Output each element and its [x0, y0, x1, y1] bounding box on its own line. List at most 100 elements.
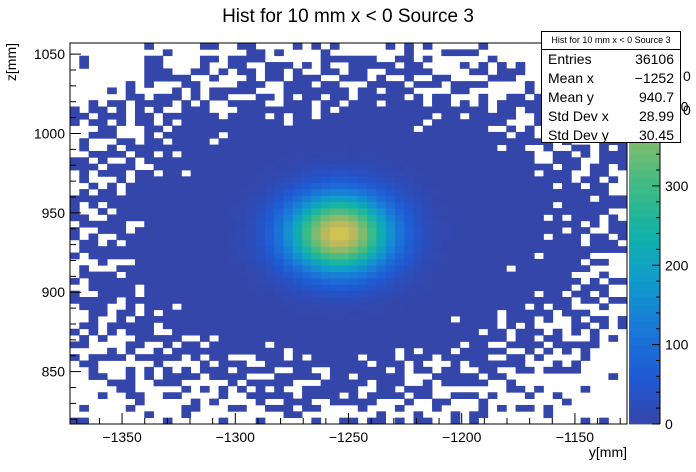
- heatmap-cell: [246, 309, 257, 317]
- heatmap-cell: [339, 398, 349, 406]
- heatmap-cell: [376, 341, 387, 349]
- heatmap-cell: [274, 309, 284, 317]
- heatmap-cell: [441, 379, 452, 387]
- heatmap-cell: [107, 100, 117, 107]
- heatmap-cell: [218, 87, 229, 95]
- heatmap-cell: [283, 157, 294, 165]
- heatmap-cell: [441, 316, 452, 323]
- heatmap-cell: [199, 150, 210, 158]
- heatmap-cell: [534, 182, 544, 190]
- heatmap-cell: [311, 328, 322, 336]
- x-axis-label: y[mm]: [589, 444, 627, 460]
- stats-row-mean-y: Mean y 940.7: [542, 88, 680, 107]
- heatmap-cell: [283, 81, 294, 88]
- heatmap-cell: [441, 398, 452, 406]
- heatmap-cell: [329, 125, 340, 133]
- heatmap-cell: [376, 328, 387, 336]
- heatmap-cell: [478, 290, 489, 298]
- heatmap-cell: [376, 411, 387, 419]
- heatmap-cell: [617, 220, 628, 228]
- heatmap-cell: [432, 316, 442, 323]
- heatmap-cell: [404, 170, 414, 177]
- heatmap-cell: [413, 392, 424, 399]
- heatmap-cell: [172, 138, 182, 145]
- heatmap-cell: [348, 220, 359, 228]
- heatmap-cell: [209, 341, 219, 349]
- heatmap-cell: [227, 150, 238, 158]
- heatmap-cell: [506, 271, 516, 279]
- heatmap-cell: [255, 144, 266, 152]
- heatmap-cell: [432, 277, 442, 285]
- heatmap-cell: [88, 106, 99, 114]
- heatmap-cell: [339, 284, 349, 292]
- heatmap-cell: [311, 170, 322, 177]
- heatmap-cell: [580, 195, 591, 203]
- heatmap-cell: [515, 214, 526, 222]
- heatmap-cell: [459, 87, 470, 95]
- heatmap-cell: [524, 163, 535, 171]
- heatmap-cell: [487, 119, 498, 126]
- heatmap-cell: [469, 68, 479, 76]
- heatmap-cell: [385, 392, 396, 399]
- heatmap-cell: [367, 62, 377, 69]
- heatmap-cell: [376, 258, 387, 266]
- heatmap-cell: [367, 195, 377, 203]
- y-tick-label: 950: [42, 205, 66, 221]
- heatmap-cell: [199, 246, 210, 253]
- heatmap-cell: [404, 144, 414, 152]
- heatmap-cell: [487, 284, 498, 292]
- heatmap-cell: [348, 62, 359, 69]
- heatmap-cell: [599, 150, 609, 158]
- heatmap-cell: [302, 328, 312, 336]
- heatmap-cell: [125, 366, 136, 374]
- heatmap-cell: [432, 163, 442, 171]
- heatmap-cell: [571, 239, 581, 247]
- heatmap-cell: [246, 157, 257, 165]
- heatmap-cell: [107, 220, 117, 228]
- heatmap-cell: [339, 214, 349, 222]
- heatmap-cell: [329, 138, 340, 145]
- heatmap-cell: [227, 347, 238, 355]
- heatmap-cell: [357, 170, 368, 177]
- heatmap-cell: [144, 277, 154, 285]
- heatmap-cell: [589, 277, 600, 285]
- heatmap-cell: [283, 297, 294, 304]
- heatmap-cell: [376, 131, 387, 139]
- heatmap-cell: [181, 195, 192, 203]
- heatmap-cell: [376, 239, 387, 247]
- heatmap-cell: [394, 252, 405, 260]
- heatmap-cell: [190, 277, 201, 285]
- heatmap-cell: [385, 106, 396, 114]
- heatmap-cell: [571, 265, 581, 272]
- heatmap-cell: [580, 265, 591, 272]
- heatmap-cell: [181, 366, 192, 374]
- heatmap-cell: [134, 277, 145, 285]
- heatmap-cell: [413, 163, 424, 171]
- heatmap-cell: [478, 265, 489, 272]
- heatmap-cell: [524, 125, 535, 133]
- heatmap-cell: [357, 366, 368, 374]
- heatmap-cell: [385, 214, 396, 222]
- heatmap-cell: [599, 163, 609, 171]
- heatmap-cell: [441, 309, 452, 317]
- heatmap-cell: [264, 189, 275, 196]
- heatmap-cell: [237, 290, 247, 298]
- heatmap-cell: [552, 341, 563, 349]
- heatmap-cell: [404, 106, 414, 114]
- heatmap-cell: [357, 220, 368, 228]
- heatmap-cell: [367, 182, 377, 190]
- heatmap-cell: [255, 233, 266, 241]
- heatmap-cell: [339, 112, 349, 120]
- heatmap-cell: [153, 347, 164, 355]
- heatmap-cell: [394, 316, 405, 323]
- heatmap-cell: [441, 246, 452, 253]
- heatmap-cell: [264, 233, 275, 241]
- heatmap-cell: [153, 93, 164, 101]
- heatmap-cell: [394, 360, 405, 368]
- heatmap-cell: [459, 62, 470, 69]
- heatmap-cell: [209, 398, 219, 406]
- heatmap-cell: [134, 150, 145, 158]
- heatmap-cell: [125, 138, 136, 145]
- heatmap-cell: [199, 347, 210, 355]
- heatmap-cell: [70, 119, 80, 126]
